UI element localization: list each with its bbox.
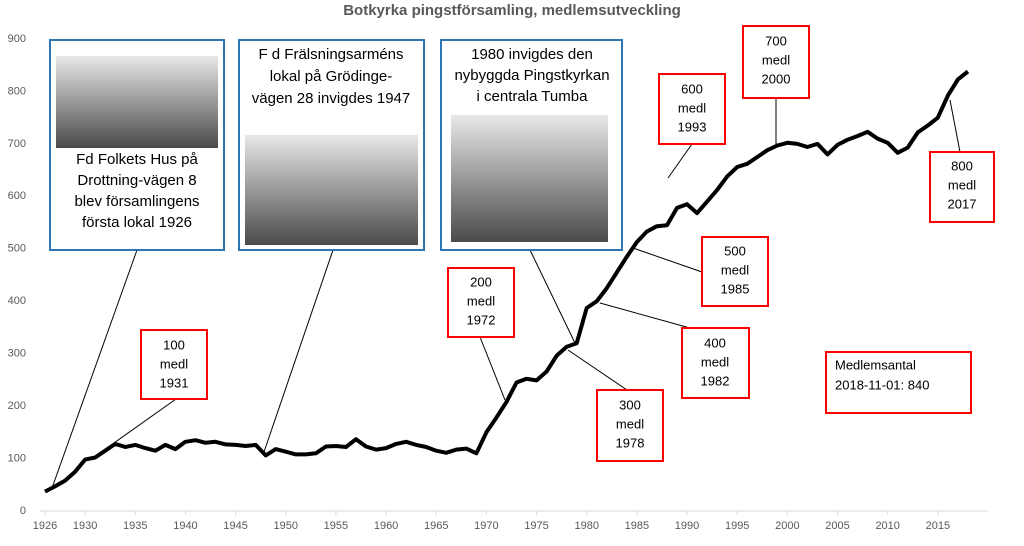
y-tick-label: 0 (20, 505, 26, 517)
leader-line (567, 349, 628, 391)
annotation-box (447, 267, 515, 338)
annotation-text: 300 (619, 397, 641, 412)
annotation-box (742, 25, 810, 99)
annotation-text: lokal på Grödinge- (270, 68, 393, 85)
x-tick-label: 1960 (374, 520, 398, 532)
x-tick-label: 1935 (123, 520, 147, 532)
leader-line (667, 143, 693, 179)
annotation-text: Medlemsantal (835, 357, 916, 372)
annotation-text: i centrala Tumba (477, 88, 589, 105)
annotation-text: Fd Folkets Hus på (76, 151, 198, 168)
x-tick-label: 1930 (73, 520, 97, 532)
annotation-text: 200 (470, 274, 492, 289)
annotation-text: 1978 (616, 435, 645, 450)
annotation-text: 2000 (762, 71, 791, 86)
annotation-box (140, 329, 208, 400)
annotation-box (658, 73, 726, 145)
y-tick-label: 400 (8, 295, 26, 307)
x-tick-label: 1940 (173, 520, 197, 532)
leader-line (529, 249, 576, 344)
y-tick-label: 800 (8, 85, 26, 97)
x-tick-label: 1926 (33, 520, 57, 532)
leader-line (51, 249, 138, 489)
annotation-text: blev församlingens (74, 193, 199, 210)
annotation-text: första lokal 1926 (82, 214, 192, 231)
y-tick-label: 700 (8, 138, 26, 150)
x-tick-label: 1995 (725, 520, 749, 532)
annotation-text: medl (467, 293, 495, 308)
annotation-box (701, 236, 769, 307)
data-line (44, 69, 970, 494)
annotation-text: 1985 (721, 281, 750, 296)
annotation-text: 400 (704, 335, 726, 350)
x-tick-label: 1980 (574, 520, 598, 532)
photo (451, 115, 608, 242)
annotation-text: 1972 (467, 312, 496, 327)
x-tick-label: 2015 (926, 520, 950, 532)
x-tick-label: 2005 (825, 520, 849, 532)
y-tick-label: 100 (8, 452, 26, 464)
annotation-text: vägen 28 invigdes 1947 (252, 90, 410, 107)
y-tick-label: 900 (8, 33, 26, 45)
annotation-text: 1980 invigdes den (471, 46, 593, 63)
annotation-text: medl (616, 416, 644, 431)
annotation-text: 2018-11-01: 840 (835, 377, 929, 392)
x-tick-label: 1955 (324, 520, 348, 532)
x-tick-label: 1965 (424, 520, 448, 532)
annotation-text: F d Frälsningsarméns (258, 46, 403, 63)
leader-line (949, 99, 961, 153)
annotation-text: 800 (951, 158, 973, 173)
annotation-text: 1931 (160, 375, 189, 390)
leader-line (632, 247, 703, 273)
annotation-text: nybyggda Pingstkyrkan (454, 67, 609, 84)
photo (245, 135, 418, 245)
annotation-text: 1993 (678, 119, 707, 134)
x-tick-label: 1970 (474, 520, 498, 532)
annotation-box (596, 389, 664, 462)
annotation-text: 500 (724, 243, 746, 258)
annotation-text: medl (721, 262, 749, 277)
annotation-text: medl (762, 52, 790, 67)
x-tick-label: 1945 (223, 520, 247, 532)
annotation-text: 2017 (948, 196, 977, 211)
annotation-text: 700 (765, 33, 787, 48)
annotation-text: 100 (163, 337, 185, 352)
y-tick-label: 300 (8, 348, 26, 360)
y-tick-label: 600 (8, 190, 26, 202)
annotation-box (681, 327, 750, 399)
annotation-text: Drottning-vägen 8 (77, 172, 196, 189)
x-tick-label: 1985 (625, 520, 649, 532)
x-tick-label: 2010 (875, 520, 899, 532)
annotation-text: medl (701, 354, 729, 369)
annotation-text: medl (948, 177, 976, 192)
annotation-text: medl (678, 100, 706, 115)
annotation-text: medl (160, 356, 188, 371)
annotation-box (825, 351, 972, 414)
y-tick-label: 200 (8, 400, 26, 412)
x-tick-label: 1975 (524, 520, 548, 532)
x-tick-label: 1950 (274, 520, 298, 532)
photo (56, 56, 218, 148)
leader-line (599, 302, 691, 329)
annotation-text: 1982 (701, 373, 730, 388)
leader-line (263, 249, 334, 453)
annotation-box (929, 151, 995, 223)
chart-title: Botkyrka pingstförsamling, medlemsutveck… (343, 2, 681, 19)
y-tick-label: 500 (8, 243, 26, 255)
x-tick-label: 2000 (775, 520, 799, 532)
annotation-text: 600 (681, 81, 703, 96)
x-tick-label: 1990 (675, 520, 699, 532)
leader-line (479, 336, 506, 401)
